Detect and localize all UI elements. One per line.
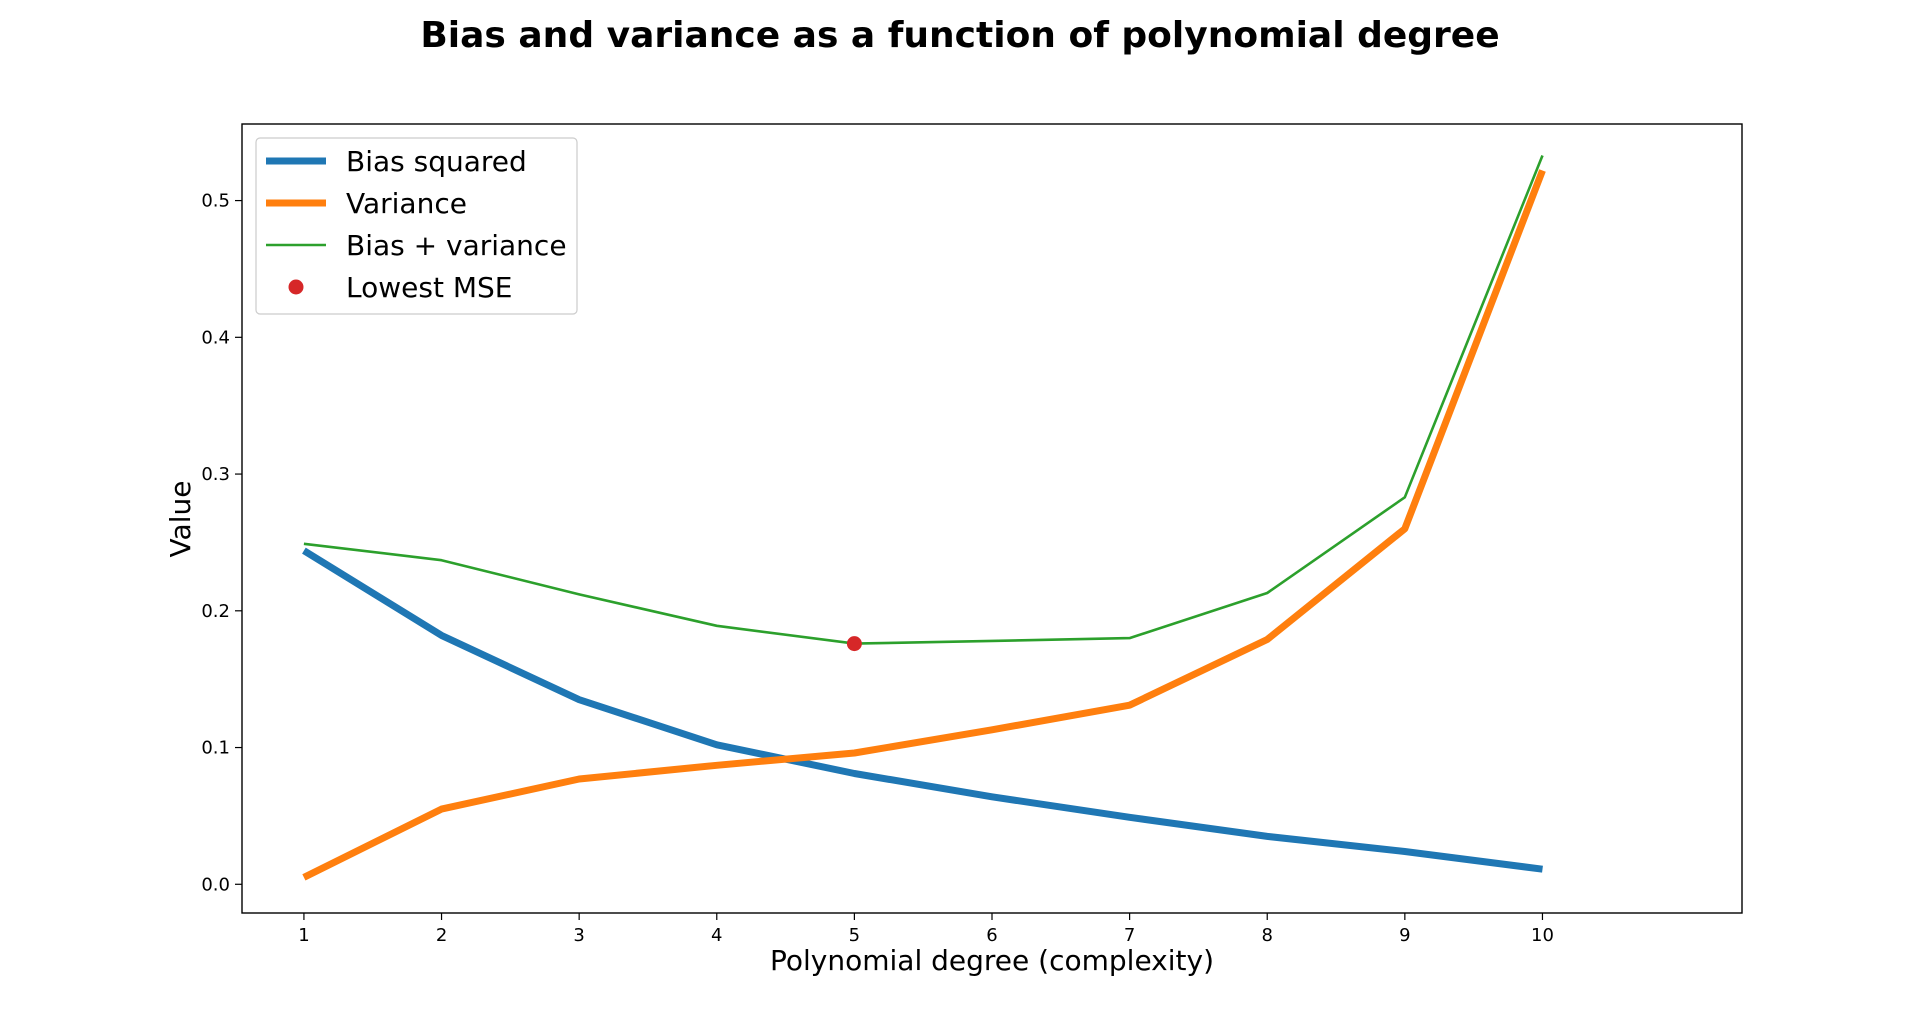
- y-tick-label: 0.5: [201, 191, 230, 212]
- legend-label-bias-variance: Bias + variance: [346, 229, 567, 262]
- x-tick-label: 1: [298, 925, 309, 946]
- x-tick-label: 8: [1262, 925, 1273, 946]
- x-tick-label: 6: [986, 925, 997, 946]
- legend-label-lowest-mse: Lowest MSE: [346, 271, 512, 304]
- legend: Bias squared Variance Bias + variance Lowes…: [255, 137, 578, 315]
- x-tick-label: 5: [849, 925, 860, 946]
- y-tick-label: 0.3: [201, 464, 230, 485]
- legend-label-variance: Variance: [346, 187, 467, 220]
- x-axis-label: Polynomial degree (complexity): [770, 944, 1214, 977]
- legend-label-bias-squared: Bias squared: [346, 145, 527, 178]
- y-axis-ticks: 0.0 0.1 0.2 0.3 0.4 0.5: [201, 191, 242, 895]
- series-line-bias-variance: [303, 155, 1544, 645]
- x-axis-ticks: 1 2 3 4 5 6 7 8 9 10: [298, 913, 1554, 946]
- legend-swatch-lowest-mse: [288, 279, 304, 295]
- chart-title: Bias and variance as a function of polyn…: [420, 15, 1499, 56]
- x-tick-label: 10: [1531, 925, 1554, 946]
- y-tick-label: 0.0: [201, 874, 230, 895]
- y-tick-label: 0.2: [201, 601, 230, 622]
- x-tick-label: 7: [1124, 925, 1135, 946]
- lowest-mse-marker-group: [846, 636, 862, 652]
- plot-lines: [302, 155, 1546, 881]
- x-tick-label: 4: [711, 925, 722, 946]
- y-tick-label: 0.1: [201, 738, 230, 759]
- x-tick-label: 9: [1399, 925, 1410, 946]
- lowest-mse-marker: [846, 636, 862, 652]
- y-axis-label: Value: [164, 481, 197, 558]
- legend-box: [255, 137, 578, 315]
- series-line-variance: [302, 169, 1546, 881]
- series-line-bias-squared: [302, 547, 1543, 873]
- x-tick-label: 2: [436, 925, 447, 946]
- y-tick-label: 0.4: [201, 327, 230, 348]
- x-tick-label: 3: [573, 925, 584, 946]
